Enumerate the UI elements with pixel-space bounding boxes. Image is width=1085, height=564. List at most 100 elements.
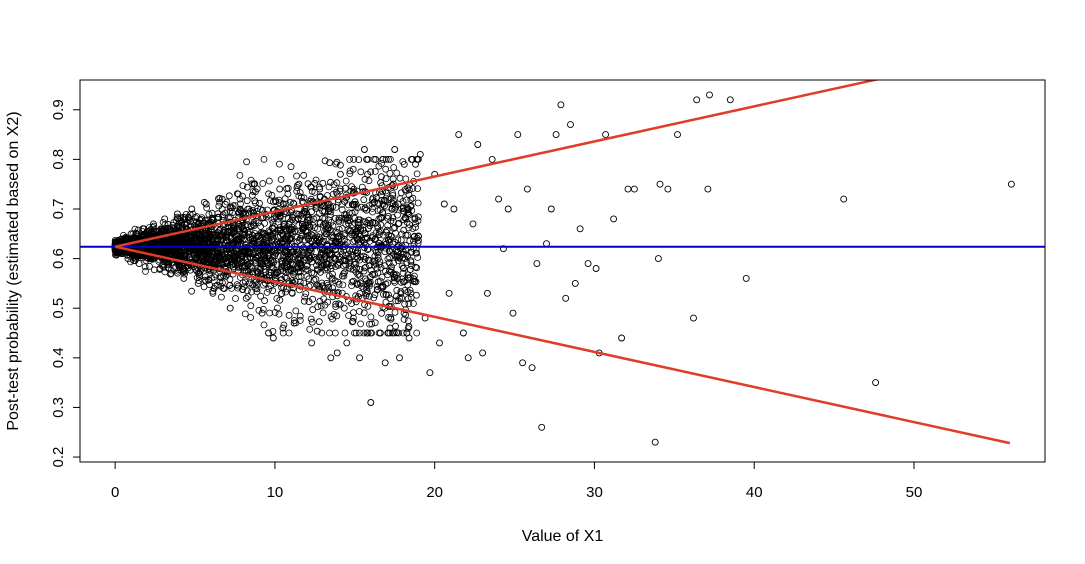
cloud-point xyxy=(238,262,246,270)
cloud-point xyxy=(313,214,321,222)
cloud-point xyxy=(277,244,284,252)
x-tick-label: 20 xyxy=(426,484,443,501)
cloud-point xyxy=(236,195,244,203)
cloud-point xyxy=(333,179,341,187)
cloud-point xyxy=(300,279,308,287)
cloud-point xyxy=(300,171,308,179)
cloud-point xyxy=(220,244,227,252)
cloud-point xyxy=(302,227,310,235)
data-point xyxy=(145,255,153,263)
cloud-point xyxy=(385,259,393,267)
cloud-point xyxy=(236,171,244,179)
cloud-point xyxy=(296,234,304,242)
cloud-point xyxy=(319,179,327,187)
cloud-point xyxy=(411,277,419,285)
cloud-point xyxy=(184,264,192,272)
cloud-point xyxy=(270,222,278,230)
cloud-point xyxy=(349,266,357,273)
cloud-point xyxy=(253,288,261,296)
cloud-point xyxy=(407,294,415,301)
cloud-point xyxy=(355,216,363,224)
data-point xyxy=(316,185,324,193)
data-point xyxy=(504,205,512,213)
cloud-point xyxy=(327,203,335,211)
cloud-point xyxy=(177,252,184,260)
cloud-point xyxy=(253,185,261,193)
data-point xyxy=(258,309,266,317)
cloud-point xyxy=(229,224,237,232)
cloud-point xyxy=(403,218,411,226)
cloud-point xyxy=(218,261,226,269)
data-point xyxy=(455,131,463,139)
cloud-point xyxy=(235,263,243,271)
cloud-point xyxy=(275,196,283,204)
x-tick-label: 50 xyxy=(906,484,923,501)
cloud-point xyxy=(332,263,339,270)
cloud-point xyxy=(249,207,257,214)
cloud-point xyxy=(294,262,302,270)
cloud-point xyxy=(191,234,199,242)
cloud-point xyxy=(370,198,378,206)
cloud-point xyxy=(345,264,353,272)
cloud-point xyxy=(409,185,417,192)
cloud-point xyxy=(354,218,362,226)
cloud-point xyxy=(394,274,401,282)
cloud-point xyxy=(263,288,271,296)
cloud-point xyxy=(323,260,331,268)
cloud-point xyxy=(375,231,383,239)
cloud-point xyxy=(356,329,363,337)
data-point xyxy=(690,314,697,322)
data-point xyxy=(194,279,202,287)
cloud-point xyxy=(365,282,373,290)
data-point xyxy=(376,329,384,337)
data-point xyxy=(269,334,277,342)
cloud-point xyxy=(282,200,290,208)
cloud-point xyxy=(366,219,374,227)
cloud-point xyxy=(352,200,360,208)
cloud-point xyxy=(353,264,361,272)
cloud-point xyxy=(413,249,421,257)
data-point xyxy=(343,339,351,347)
cloud-point xyxy=(409,245,417,252)
cloud-point xyxy=(297,193,305,201)
cloud-point xyxy=(216,273,224,281)
cloud-point xyxy=(208,274,216,282)
cloud-point xyxy=(279,200,287,208)
data-point xyxy=(161,215,169,223)
cloud-point xyxy=(205,235,213,243)
cloud-point xyxy=(345,312,353,319)
x-tick-label: 40 xyxy=(746,484,763,501)
cloud-point xyxy=(371,291,379,299)
data-point xyxy=(474,141,482,148)
cloud-point xyxy=(325,283,333,291)
cloud-point xyxy=(265,177,273,185)
cloud-point xyxy=(351,329,358,337)
y-tick-label: 0.6 xyxy=(50,248,67,269)
cloud-point xyxy=(327,218,335,226)
cloud-point xyxy=(268,224,276,232)
cloud-point xyxy=(227,229,235,236)
cloud-point xyxy=(346,255,353,262)
y-tick-label: 0.2 xyxy=(50,447,67,468)
cloud-point xyxy=(357,253,365,261)
cloud-point xyxy=(406,237,414,245)
cloud-point xyxy=(308,231,316,238)
cloud-point xyxy=(332,214,339,222)
data-point xyxy=(405,334,413,342)
cloud-point xyxy=(260,155,268,163)
cloud-point xyxy=(278,257,285,265)
cloud-point xyxy=(321,202,329,210)
cloud-point xyxy=(415,233,422,241)
data-point xyxy=(436,339,443,347)
cloud-point xyxy=(368,320,376,328)
cloud-point xyxy=(311,188,319,196)
cloud-point xyxy=(312,275,320,283)
data-point xyxy=(602,131,610,139)
cloud-point xyxy=(265,285,273,293)
cloud-point xyxy=(301,207,309,215)
cloud-point xyxy=(399,203,407,211)
cloud-point xyxy=(188,287,196,295)
cloud-point xyxy=(410,233,418,241)
data-point xyxy=(567,121,574,129)
cloud-point xyxy=(218,279,226,287)
